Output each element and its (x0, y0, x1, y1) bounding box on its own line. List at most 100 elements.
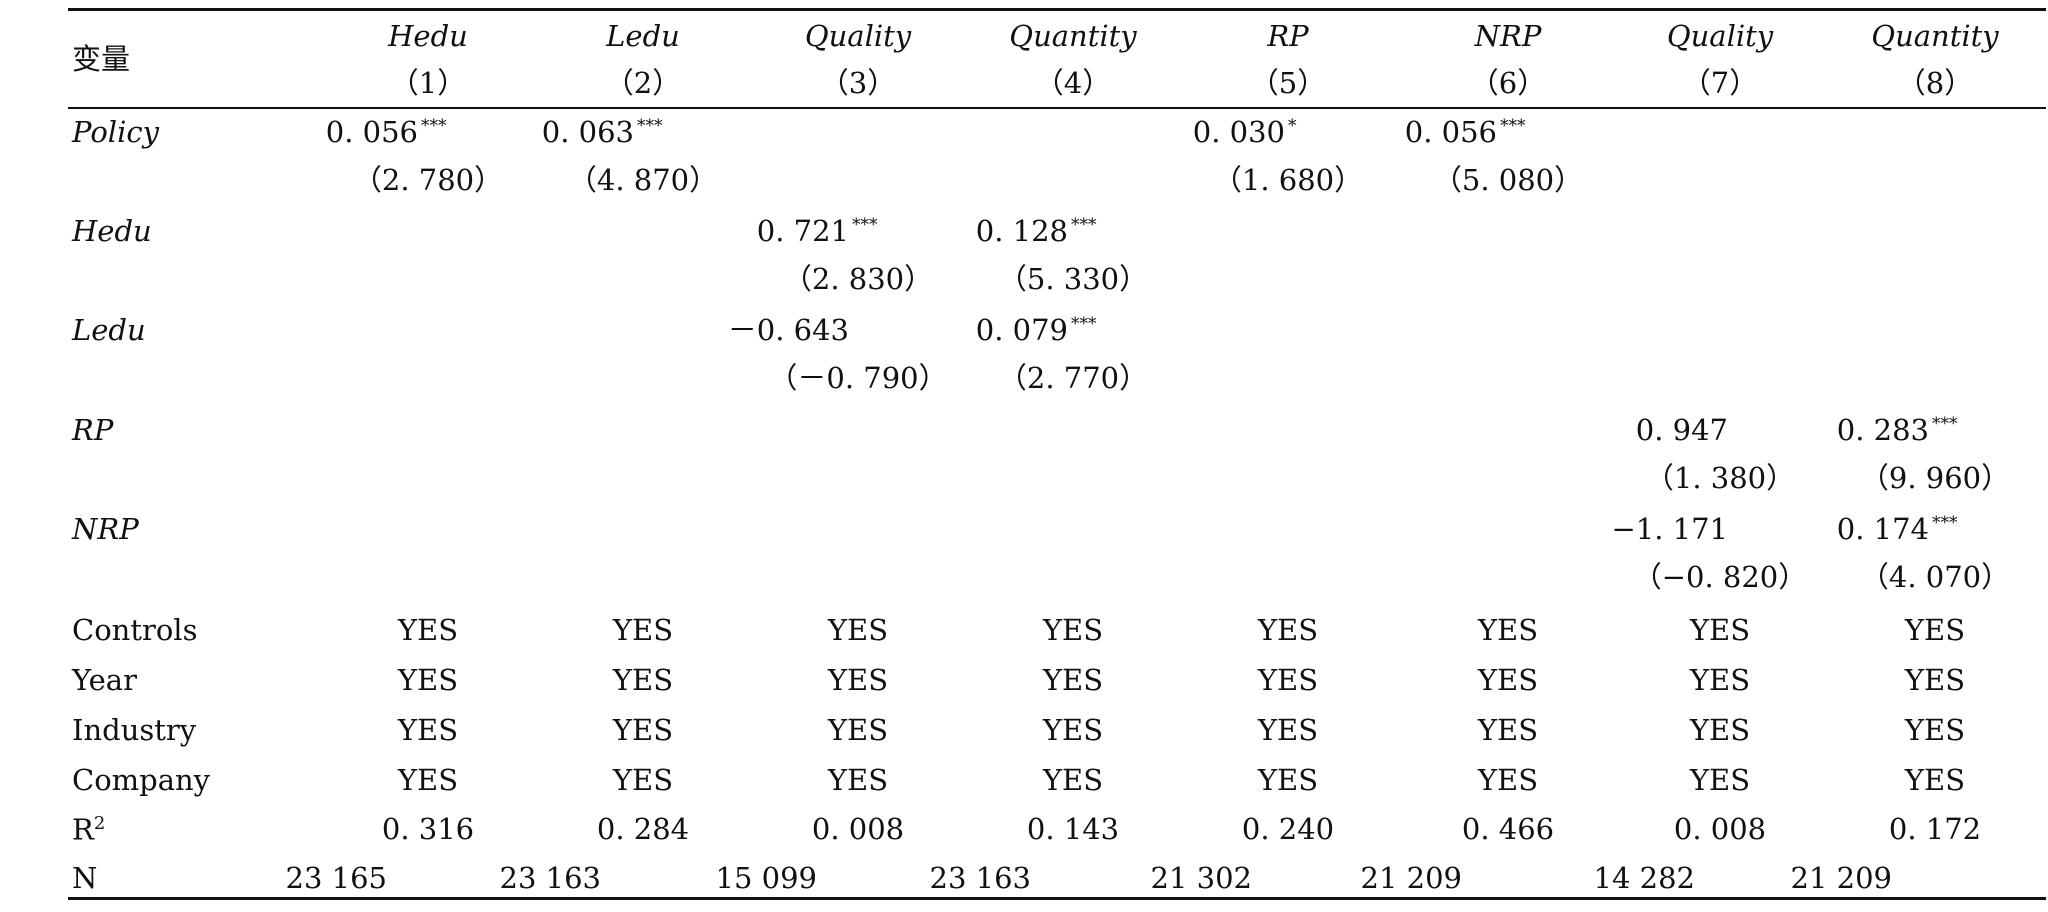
top-rule (68, 8, 2046, 11)
r-squared-value: 0. 284 (596, 812, 690, 846)
row-label: Year (72, 663, 137, 697)
coef-value: －0. 643 (727, 313, 849, 347)
coef-cell: 0. 947 (1501, 416, 1761, 445)
column-header-name: RP (1267, 19, 1309, 53)
coef-value: 0. 079 (975, 313, 1068, 347)
row-label: NRP (72, 512, 139, 546)
r-squared-value: 0. 143 (1026, 812, 1120, 846)
column-header-number: （5） (1249, 66, 1327, 100)
control-indicator: YES (397, 663, 459, 697)
t-statistic: （2. 770） (997, 361, 1149, 395)
coef-value: 0. 721 (756, 214, 849, 248)
observations-value: 23 163 (499, 861, 601, 895)
observations-value: 23 165 (285, 861, 387, 895)
coef-value: 0. 283 (1836, 413, 1929, 447)
r-squared-letter: R (72, 812, 94, 847)
t-statistic: （−0. 820） (1632, 560, 1808, 594)
control-indicator: YES (1477, 713, 1539, 747)
column-header-number: （8） (1896, 66, 1974, 100)
r-squared-value: 0. 316 (381, 812, 475, 846)
t-statistic: （－0. 790） (768, 361, 948, 395)
control-indicator: YES (1904, 763, 1966, 797)
column-header-number: （7） (1681, 66, 1759, 100)
r-squared-superscript: 2 (93, 813, 106, 834)
control-indicator: YES (1257, 663, 1319, 697)
r-squared-value: 0. 008 (811, 812, 905, 846)
column-header-name: Quality (1666, 19, 1774, 53)
column-header-number: （6） (1469, 66, 1547, 100)
coef-cell: 0. 079 *** (975, 313, 1097, 347)
coef-cell: 0. 056 *** (1404, 115, 1526, 149)
control-indicator: YES (397, 763, 459, 797)
row-label: RP (72, 413, 114, 447)
coef-cell: 0. 283 *** (1836, 413, 1958, 447)
control-indicator: YES (1689, 613, 1751, 647)
column-header-number: （4） (1034, 66, 1112, 100)
coef-value: −1. 171 (1611, 512, 1728, 546)
t-statistic: （1. 380） (1644, 461, 1796, 495)
coef-value: 0. 030 (1192, 115, 1285, 149)
coef-cell: 0. 063 *** (541, 115, 663, 149)
column-header-name: Quality (804, 19, 912, 53)
column-header-name: Quantity (1009, 19, 1137, 53)
row-label: Company (72, 763, 211, 797)
control-indicator: YES (1689, 713, 1751, 747)
control-indicator: YES (1689, 763, 1751, 797)
column-header-number: （1） (389, 66, 467, 100)
row-label: Hedu (72, 214, 152, 248)
control-indicator: YES (1042, 663, 1104, 697)
r-squared-value: 0. 008 (1673, 812, 1767, 846)
control-indicator: YES (1257, 763, 1319, 797)
control-indicator: YES (827, 763, 889, 797)
control-indicator: YES (612, 713, 674, 747)
coef-value: 0. 056 (1404, 115, 1497, 149)
row-label: Policy (72, 115, 159, 149)
control-indicator: YES (827, 613, 889, 647)
observations-value: 21 302 (1150, 861, 1252, 895)
observations-value: 21 209 (1360, 861, 1462, 895)
t-statistic: （4. 870） (567, 163, 719, 197)
r-squared-label: R2 (72, 815, 105, 845)
header-rule (68, 107, 2046, 109)
control-indicator: YES (1257, 713, 1319, 747)
control-indicator: YES (1904, 713, 1966, 747)
control-indicator: YES (1042, 713, 1104, 747)
t-statistic: （4. 070） (1859, 560, 2011, 594)
column-header-name: NRP (1474, 19, 1542, 53)
variable-column-header: 变量 (72, 42, 131, 76)
coef-cell: 0. 721 *** (756, 214, 878, 248)
control-indicator: YES (397, 613, 459, 647)
coef-cell: －0. 643 (622, 316, 882, 345)
control-indicator: YES (1257, 613, 1319, 647)
control-indicator: YES (397, 713, 459, 747)
r-squared-value: 0. 172 (1888, 812, 1982, 846)
coef-cell: 0. 030 * (1192, 115, 1297, 149)
observations-value: 14 282 (1593, 861, 1695, 895)
control-indicator: YES (827, 713, 889, 747)
coef-cell: 0. 128 *** (975, 214, 1097, 248)
control-indicator: YES (1477, 763, 1539, 797)
control-indicator: YES (827, 663, 889, 697)
t-statistic: （5. 080） (1432, 163, 1584, 197)
column-header-name: Hedu (388, 19, 468, 53)
control-indicator: YES (1042, 613, 1104, 647)
control-indicator: YES (612, 763, 674, 797)
column-header-number: （3） (819, 66, 897, 100)
r-squared-value: 0. 466 (1461, 812, 1555, 846)
control-indicator: YES (612, 663, 674, 697)
coef-value: 0. 947 (1635, 413, 1728, 447)
control-indicator: YES (1904, 663, 1966, 697)
control-indicator: YES (1904, 613, 1966, 647)
coef-cell: −1. 171 (1501, 515, 1761, 544)
row-label: Ledu (72, 313, 146, 347)
t-statistic: （5. 330） (997, 262, 1149, 296)
column-header-number: （2） (604, 66, 682, 100)
observations-label: N (72, 861, 98, 895)
observations-value: 23 163 (929, 861, 1031, 895)
control-indicator: YES (612, 613, 674, 647)
coef-value: 0. 056 (325, 115, 418, 149)
column-header-name: Quantity (1871, 19, 1999, 53)
t-statistic: （9. 960） (1859, 461, 2011, 495)
coef-cell: 0. 174 *** (1836, 512, 1958, 546)
